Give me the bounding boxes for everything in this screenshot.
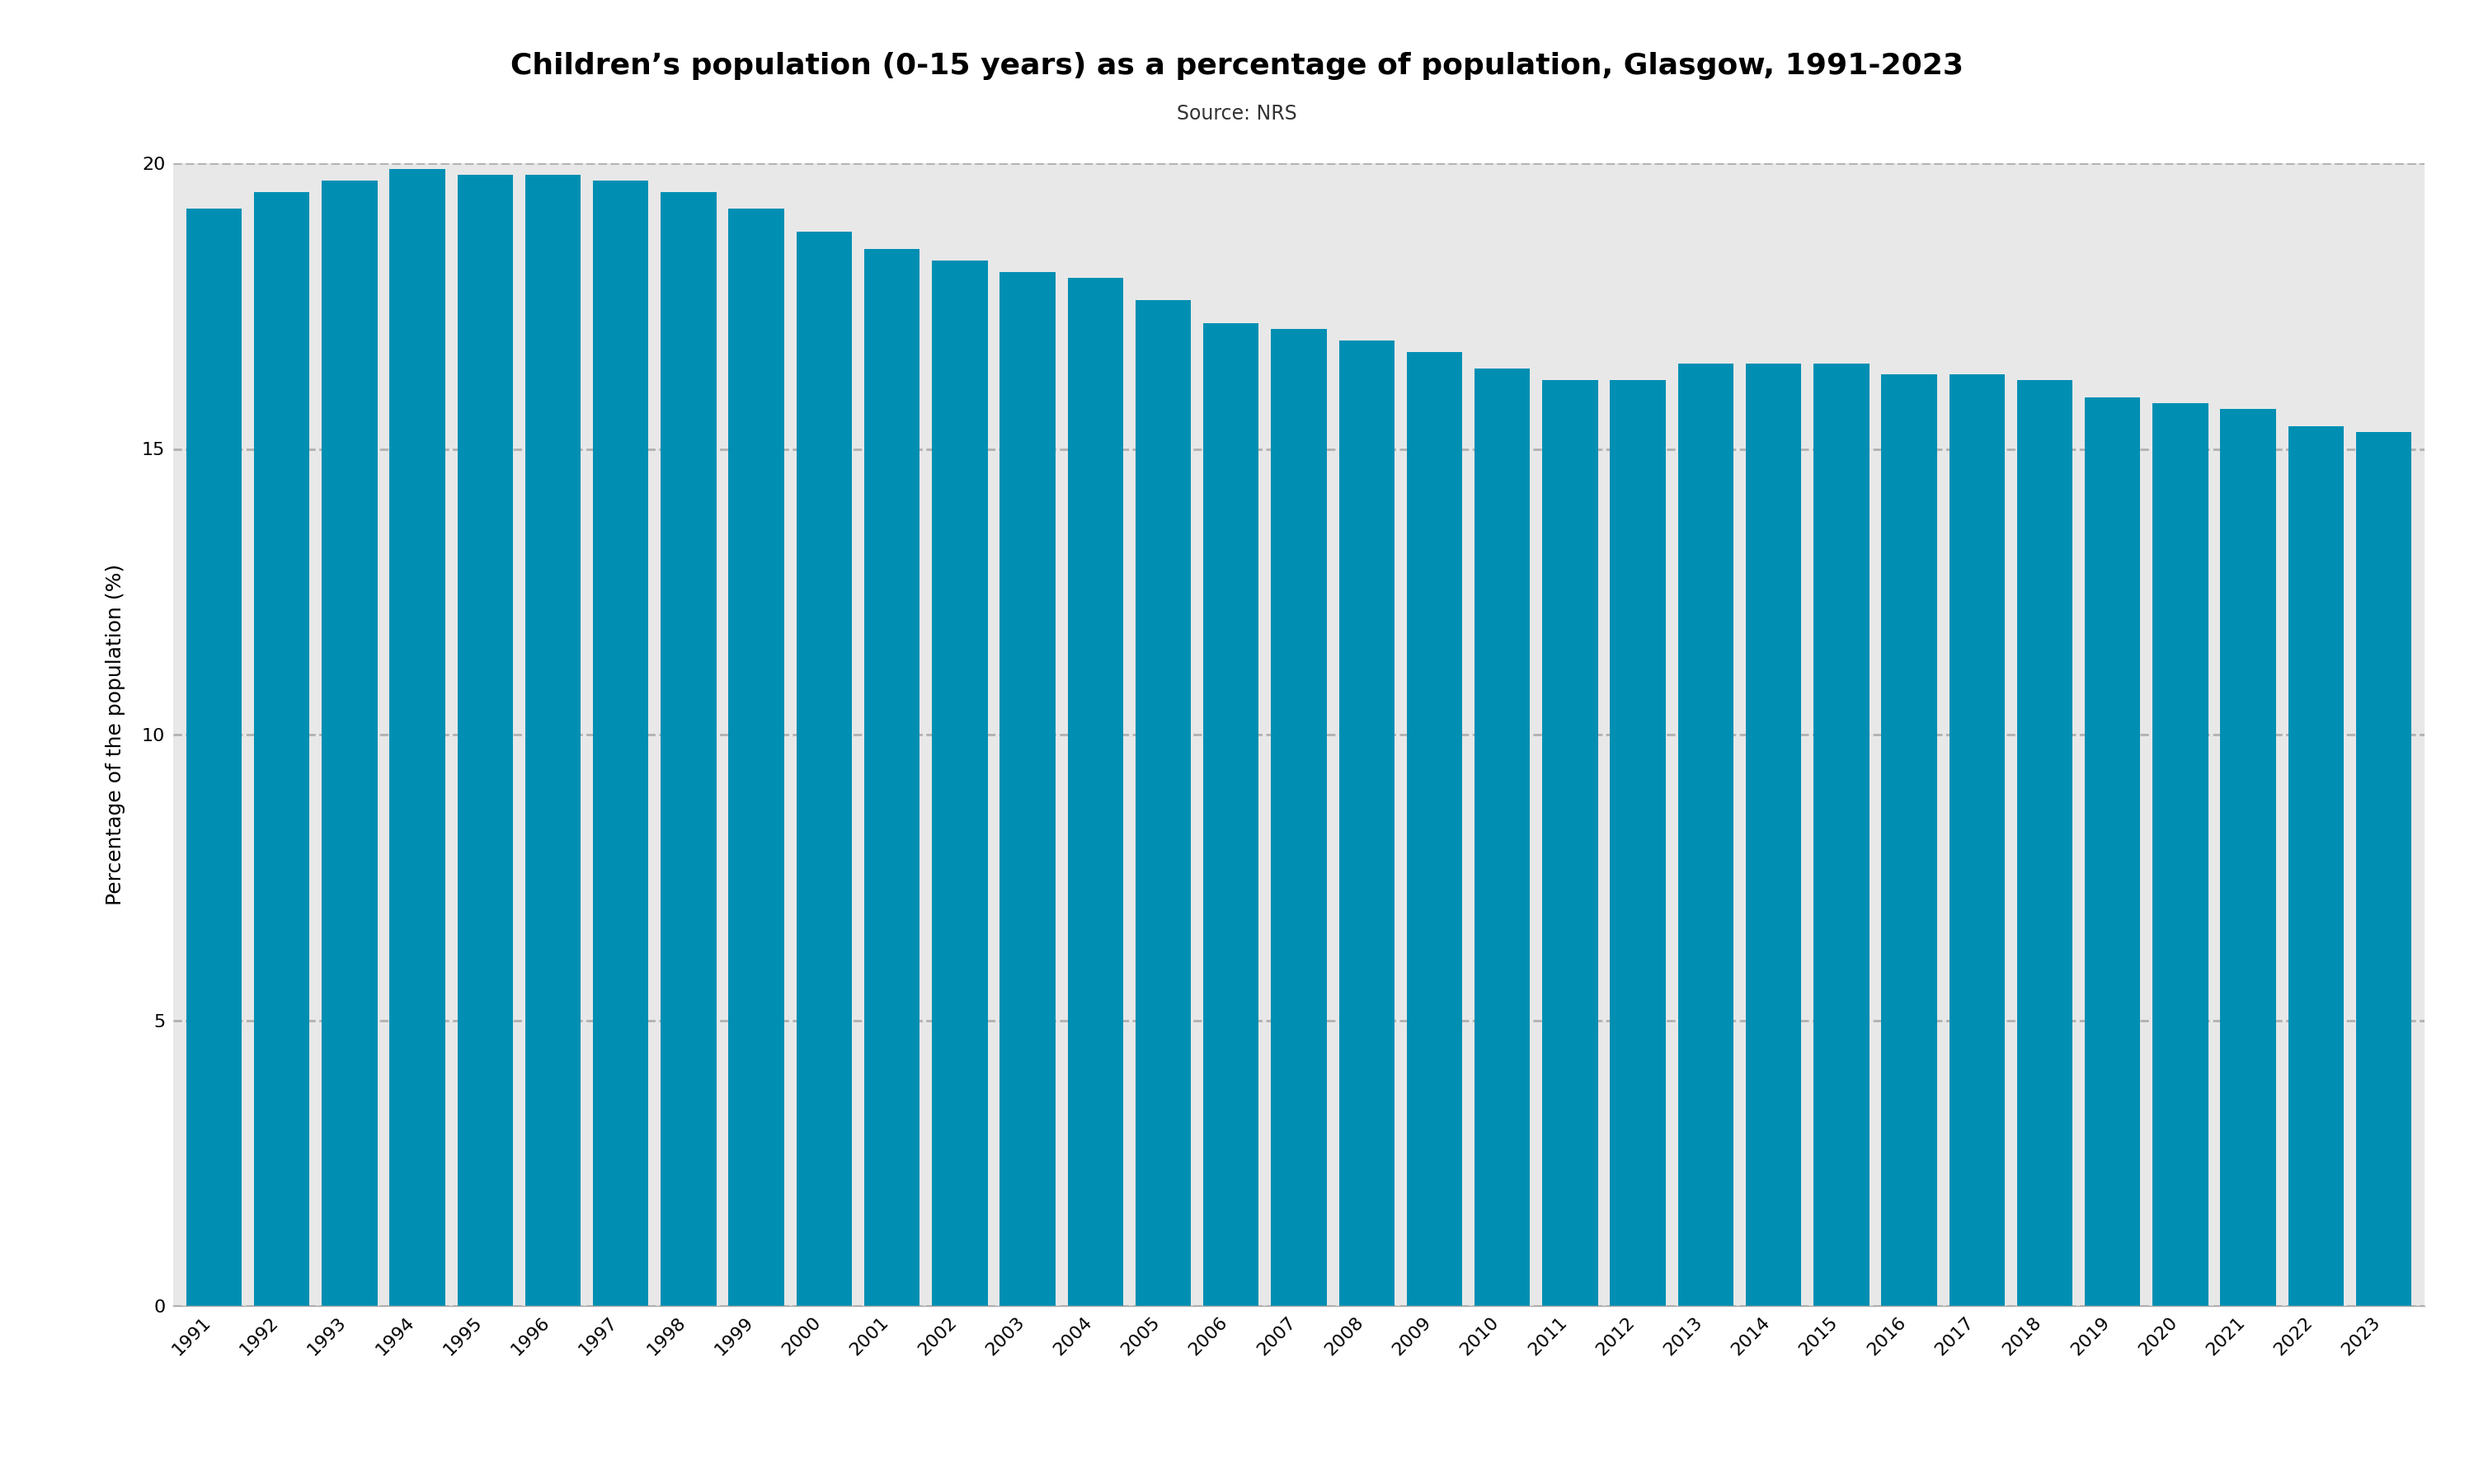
Bar — [524, 175, 581, 1306]
Bar — [2355, 432, 2412, 1306]
Bar — [999, 272, 1056, 1306]
Bar — [186, 209, 242, 1306]
Bar — [458, 175, 512, 1306]
Bar — [1136, 300, 1190, 1306]
Bar — [1813, 364, 1870, 1306]
Bar — [727, 209, 784, 1306]
Bar — [255, 191, 309, 1306]
Bar — [1611, 380, 1665, 1306]
Bar — [1475, 370, 1529, 1306]
Bar — [2016, 380, 2073, 1306]
Bar — [1272, 329, 1326, 1306]
Bar — [594, 181, 648, 1306]
Bar — [1677, 364, 1734, 1306]
Text: Children’s population (0-15 years) as a percentage of population, Glasgow, 1991-: Children’s population (0-15 years) as a … — [510, 52, 1964, 80]
Bar — [1950, 374, 2004, 1306]
Bar — [1338, 340, 1395, 1306]
Bar — [797, 232, 851, 1306]
Bar — [1202, 324, 1259, 1306]
Bar — [933, 260, 987, 1306]
Text: Source: NRS: Source: NRS — [1178, 104, 1296, 123]
Bar — [2288, 426, 2343, 1306]
Bar — [1408, 352, 1462, 1306]
Bar — [2086, 398, 2140, 1306]
Bar — [863, 249, 920, 1306]
Bar — [1747, 364, 1801, 1306]
Bar — [1069, 278, 1123, 1306]
Bar — [388, 169, 445, 1306]
Bar — [1541, 380, 1598, 1306]
Y-axis label: Percentage of the population (%): Percentage of the population (%) — [106, 564, 126, 905]
Bar — [2152, 404, 2209, 1306]
Bar — [1880, 374, 1937, 1306]
Bar — [661, 191, 717, 1306]
Bar — [2219, 410, 2276, 1306]
Bar — [322, 181, 379, 1306]
